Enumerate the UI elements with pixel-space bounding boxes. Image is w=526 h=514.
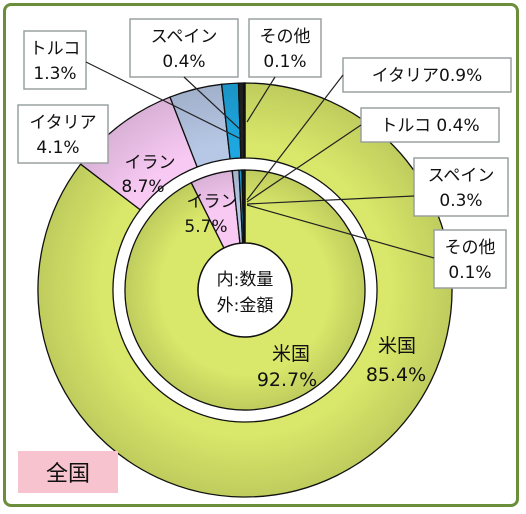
callout-outer-other-name: その他 bbox=[260, 27, 311, 47]
callout-inner-spain-value: 0.3% bbox=[439, 191, 482, 211]
leader-inner-turkey bbox=[246, 124, 362, 203]
leader-inner-italy bbox=[246, 74, 344, 201]
outer-iran-value: 8.7% bbox=[121, 177, 164, 197]
callout-inner-turkey-text: トルコ 0.4% bbox=[380, 116, 479, 136]
outer-iran-name: イラン bbox=[125, 153, 176, 173]
callout-inner-turkey bbox=[360, 107, 500, 143]
outer-us-value: 85.4% bbox=[366, 364, 426, 386]
callout-outer-turkey bbox=[23, 30, 87, 90]
leader-inner-spain bbox=[246, 195, 415, 205]
callout-outer-spain-name: スペイン bbox=[151, 27, 218, 47]
leader-outer-other bbox=[246, 76, 276, 123]
callout-inner-italy-text: イタリア0.9% bbox=[372, 66, 483, 86]
callout-outer-turkey-value: 1.3% bbox=[33, 64, 76, 84]
center-label-line2: 外:金額 bbox=[217, 296, 274, 316]
center-hole bbox=[197, 242, 293, 338]
outer-us-name: 米国 bbox=[378, 335, 416, 357]
callout-outer-italy-value: 4.1% bbox=[36, 138, 79, 158]
region-label: 全国 bbox=[45, 462, 90, 487]
callout-inner-spain bbox=[413, 157, 509, 217]
leader-lines bbox=[85, 61, 435, 259]
callout-inner-other-value: 0.1% bbox=[448, 263, 491, 283]
region-badge: 全国 bbox=[18, 451, 118, 493]
inner-iran-name: イラン bbox=[187, 192, 238, 212]
center-label-line1: 内:数量 bbox=[217, 270, 274, 290]
callout-inner-other-name: その他 bbox=[445, 238, 496, 258]
callout-outer-italy-name: イタリア bbox=[29, 113, 96, 133]
leader-outer-spain bbox=[183, 76, 245, 134]
callout-outer-spain-value: 0.4% bbox=[162, 52, 205, 72]
callout-inner-other bbox=[433, 229, 507, 289]
callout-inner-italy bbox=[342, 57, 512, 93]
leader-outer-turkey bbox=[85, 61, 244, 141]
inner-us-value: 92.7% bbox=[257, 369, 317, 391]
outer-slice-5 bbox=[243, 82, 246, 159]
callout-outer-other bbox=[248, 18, 322, 78]
callout-outer-other-value: 0.1% bbox=[263, 52, 306, 72]
inner-iran-value: 5.7% bbox=[184, 217, 227, 237]
callout-outer-spain bbox=[129, 18, 239, 78]
leader-inner-other bbox=[246, 204, 435, 259]
callout-outer-italy bbox=[17, 104, 109, 164]
callout-outer-turkey-name: トルコ bbox=[30, 39, 81, 59]
callout-inner-spain-name: スペイン bbox=[428, 166, 495, 186]
inner-slice-5 bbox=[243, 169, 246, 244]
inner-us-name: 米国 bbox=[272, 343, 310, 365]
